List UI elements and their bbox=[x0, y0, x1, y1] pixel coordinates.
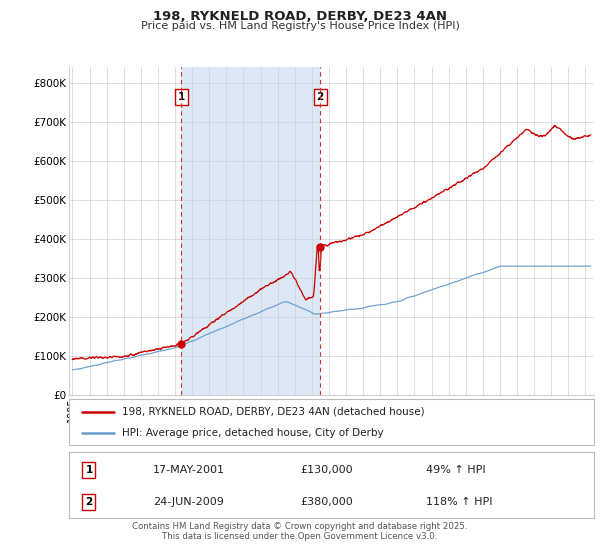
Text: 118% ↑ HPI: 118% ↑ HPI bbox=[426, 497, 493, 507]
Text: 198, RYKNELD ROAD, DERBY, DE23 4AN (detached house): 198, RYKNELD ROAD, DERBY, DE23 4AN (deta… bbox=[121, 407, 424, 417]
Bar bbox=[181, 67, 320, 395]
Text: 49% ↑ HPI: 49% ↑ HPI bbox=[426, 465, 485, 475]
Text: 198, RYKNELD ROAD, DERBY, DE23 4AN: 198, RYKNELD ROAD, DERBY, DE23 4AN bbox=[153, 10, 447, 23]
Text: 24-JUN-2009: 24-JUN-2009 bbox=[153, 497, 224, 507]
Text: 2: 2 bbox=[85, 497, 92, 507]
Text: £130,000: £130,000 bbox=[300, 465, 353, 475]
Text: Price paid vs. HM Land Registry's House Price Index (HPI): Price paid vs. HM Land Registry's House … bbox=[140, 21, 460, 31]
Text: 2: 2 bbox=[316, 92, 323, 102]
Text: 1: 1 bbox=[178, 92, 185, 102]
Text: Contains HM Land Registry data © Crown copyright and database right 2025.: Contains HM Land Registry data © Crown c… bbox=[132, 522, 468, 531]
Text: £380,000: £380,000 bbox=[300, 497, 353, 507]
Text: This data is licensed under the Open Government Licence v3.0.: This data is licensed under the Open Gov… bbox=[163, 532, 437, 541]
Text: 17-MAY-2001: 17-MAY-2001 bbox=[153, 465, 225, 475]
Text: HPI: Average price, detached house, City of Derby: HPI: Average price, detached house, City… bbox=[121, 428, 383, 438]
Text: 1: 1 bbox=[85, 465, 92, 475]
